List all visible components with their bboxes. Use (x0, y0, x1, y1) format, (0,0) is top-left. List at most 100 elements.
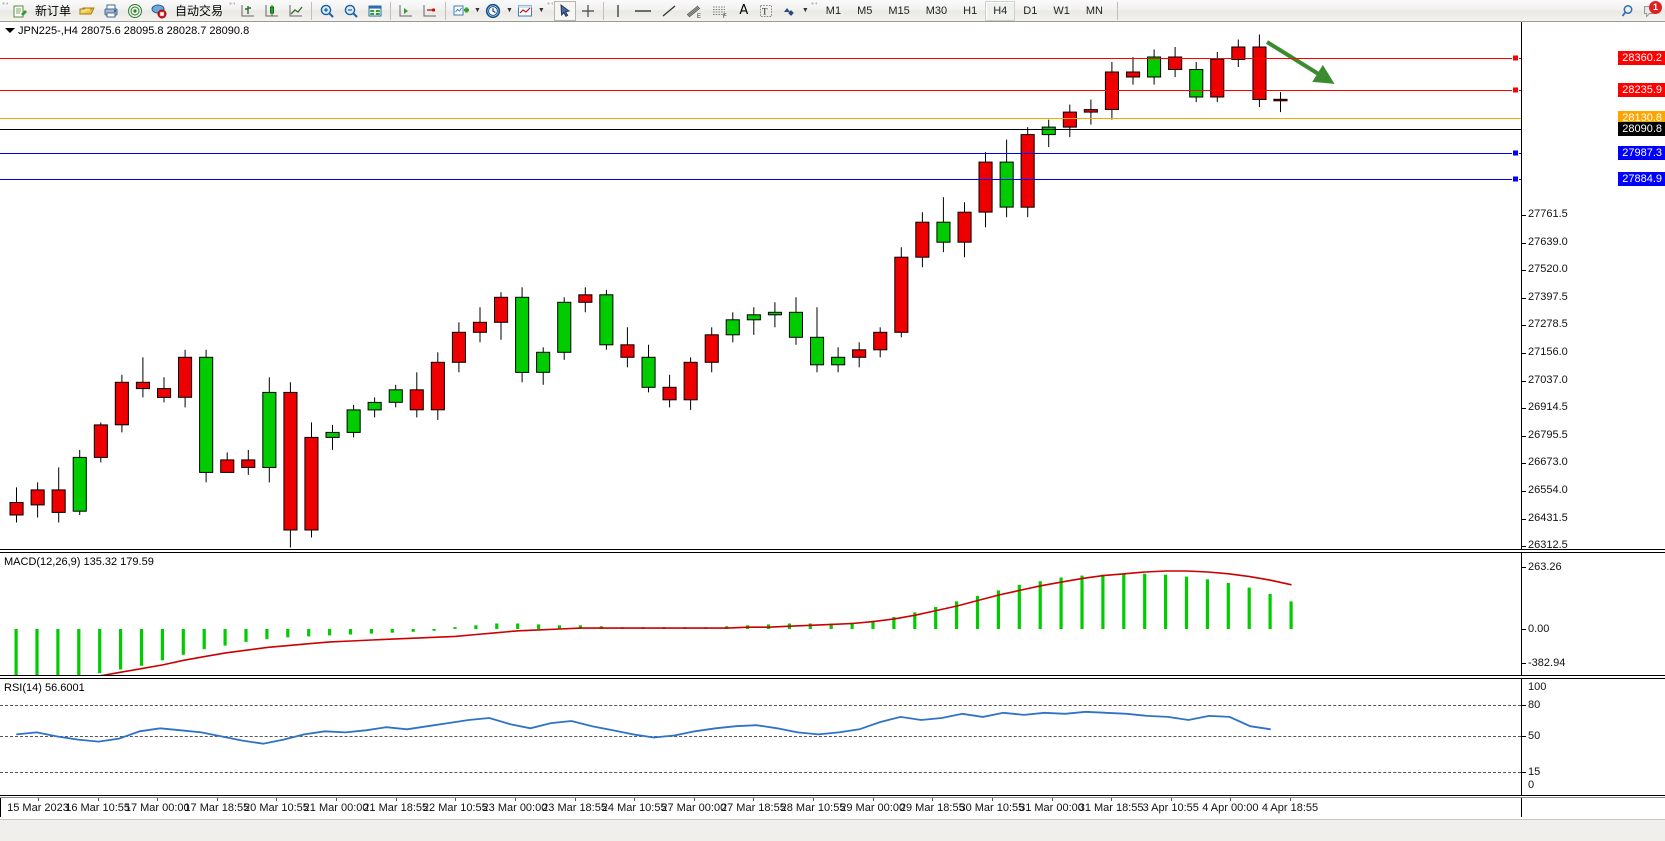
rsi-axis-tick-1: 80 (1528, 699, 1541, 711)
timeframe-h1[interactable]: H1 (963, 4, 978, 17)
timeframe-m30[interactable]: M30 (925, 4, 948, 17)
line-chart-icon[interactable] (284, 1, 308, 21)
level-tag-support-upper[interactable]: 27987.3 (1618, 146, 1665, 160)
trend-line-icon[interactable] (657, 1, 681, 21)
search-icon[interactable] (1617, 1, 1641, 21)
indicator-dropdown-caret[interactable]: ▼ (474, 7, 481, 14)
level-tag-resistance-upper[interactable]: 28360.2 (1618, 51, 1665, 65)
timeframe-w1[interactable]: W1 (1053, 4, 1070, 17)
level-anchor-resistance-upper[interactable] (1512, 54, 1519, 62)
timeframe-m1[interactable]: M1 (825, 4, 842, 17)
price-axis-tick-0: 27761.5 (1528, 208, 1568, 220)
rsi-label: RSI(14) 56.6001 (4, 682, 85, 694)
new-order-label[interactable]: 新订单 (35, 4, 72, 18)
time-axis-tick-15: 29 Mar 18:55 (899, 802, 965, 814)
text-icon[interactable]: A (739, 3, 749, 18)
chart-shift-icon[interactable] (418, 1, 442, 21)
templates-icon[interactable] (513, 1, 537, 21)
time-axis-tick-mark (574, 798, 576, 801)
text-label-icon[interactable]: T (755, 1, 777, 21)
time-axis-tick-mark (753, 798, 755, 801)
level-tag-resistance-lower[interactable]: 28235.9 (1618, 83, 1665, 97)
time-axis-tick-12: 27 Mar 18:55 (721, 802, 786, 814)
fibonacci-icon[interactable]: F (707, 1, 733, 21)
crosshair-icon[interactable] (576, 1, 600, 21)
rsi-level-15 (0, 772, 1521, 773)
autotrading-icon[interactable] (147, 1, 171, 21)
level-line-support-upper[interactable] (0, 153, 1521, 154)
timeframe-d1[interactable]: D1 (1023, 4, 1038, 17)
macd-label: MACD(12,26,9) 135.32 179.59 (4, 556, 154, 568)
price-plot-area[interactable] (0, 22, 1521, 549)
templates-dropdown-caret[interactable]: ▼ (537, 7, 545, 14)
rsi-level-80 (0, 705, 1521, 706)
equidistant-channel-icon[interactable]: E (681, 1, 707, 21)
zoom-out-icon[interactable] (339, 1, 363, 21)
new-order-icon[interactable] (9, 1, 31, 21)
notifications-icon[interactable]: 1 (1641, 0, 1662, 20)
bar-chart-icon[interactable] (236, 1, 260, 21)
price-axis-tick-mark (1522, 270, 1526, 272)
level-line-pivot[interactable] (0, 118, 1521, 119)
zoom-in-icon[interactable] (315, 1, 339, 21)
level-line-resistance-upper[interactable] (0, 58, 1521, 59)
level-anchor-resistance-lower[interactable] (1512, 86, 1519, 94)
timeframe-mn[interactable]: MN (1085, 4, 1103, 17)
toolbar-grip-3[interactable] (546, 1, 553, 20)
print-icon[interactable] (99, 1, 123, 21)
timeframe-m15[interactable]: M15 (888, 4, 910, 17)
timeframe-m5[interactable]: M5 (857, 4, 873, 17)
rsi-axis-tick-2: 50 (1528, 730, 1541, 742)
chart-collapse-icon[interactable] (5, 28, 15, 33)
level-tag-support-lower[interactable]: 27884.9 (1618, 172, 1665, 186)
periods-icon[interactable] (481, 1, 505, 21)
macd-plot-area[interactable] (0, 553, 1521, 675)
macd-pane[interactable]: MACD(12,26,9) 135.32 179.59 263.26 0.00 … (0, 552, 1665, 676)
price-axis-tick-8: 26795.5 (1528, 428, 1568, 441)
time-axis-tick-mark (276, 798, 278, 801)
price-axis-tick-mark (1522, 297, 1526, 299)
rsi-pane[interactable]: RSI(14) 56.6001 100 80 50 15 0 (0, 678, 1665, 796)
price-axis-tick-mark (1522, 518, 1526, 520)
price-axis-tick-mark (1522, 435, 1526, 437)
rsi-axis-tick-3: 15 (1528, 766, 1541, 778)
folder-icon[interactable] (75, 1, 99, 21)
level-line-support-lower[interactable] (0, 179, 1521, 180)
rsi-axis: 100 80 50 15 0 (1521, 679, 1665, 795)
shapes-dropdown-caret[interactable]: ▼ (801, 7, 809, 14)
toolbar-grip-4[interactable] (810, 1, 817, 20)
time-axis-tick-20: 4 Apr 00:00 (1202, 802, 1259, 814)
price-axis-tick-10: 26554.0 (1528, 484, 1568, 496)
time-axis-tick-mark (1290, 798, 1291, 801)
timeframe-h4[interactable]: H4 (985, 0, 1016, 21)
price-axis-tick-3: 27397.5 (1528, 290, 1568, 303)
pointer-icon[interactable] (553, 0, 576, 21)
time-axis[interactable]: 15 Mar 2023 16 Mar 10:55 17 Mar 00:00 17 Ma… (0, 797, 1665, 817)
signal-icon[interactable] (123, 1, 147, 21)
level-anchor-support-lower[interactable] (1512, 175, 1519, 183)
price-pane[interactable]: JPN225-,H4 28075.6 28095.8 28028.7 28090… (0, 22, 1665, 551)
svg-text:T: T (762, 6, 768, 16)
autotrading-label[interactable]: 自动交易 (175, 4, 224, 18)
auto-scroll-icon[interactable] (394, 1, 418, 21)
add-indicator-icon[interactable] (449, 1, 473, 21)
price-axis[interactable]: 27761.5 27639.0 27520.0 27397.5 27278.5 27156… (1521, 22, 1665, 551)
time-axis-tick-mark (1230, 798, 1232, 801)
horizontal-line-icon[interactable] (629, 1, 657, 21)
time-axis-tick-14: 29 Mar 00:00 (840, 802, 906, 814)
chart-title: JPN225-,H4 28075.6 28095.8 28028.7 28090… (18, 25, 250, 37)
shapes-icon[interactable] (777, 1, 801, 21)
vertical-line-icon[interactable] (607, 1, 629, 21)
toolbar-grip-2[interactable] (229, 1, 236, 20)
periods-dropdown-caret[interactable]: ▼ (505, 7, 513, 14)
candlestick-chart-icon[interactable] (260, 1, 284, 21)
level-tag-pivot[interactable]: 28130.8 (1618, 111, 1665, 125)
time-axis-tick-mark (932, 798, 934, 801)
toolbar-grip[interactable] (2, 1, 8, 20)
data-window-icon[interactable] (363, 1, 387, 21)
rsi-plot-area[interactable] (0, 679, 1521, 795)
level-anchor-support-upper[interactable] (1512, 149, 1519, 157)
level-line-resistance-lower[interactable] (0, 90, 1521, 91)
chart-window[interactable]: JPN225-,H4 28075.6 28095.8 28028.7 28090… (0, 22, 1665, 841)
time-axis-tick-2: 17 Mar 00:00 (124, 802, 190, 814)
